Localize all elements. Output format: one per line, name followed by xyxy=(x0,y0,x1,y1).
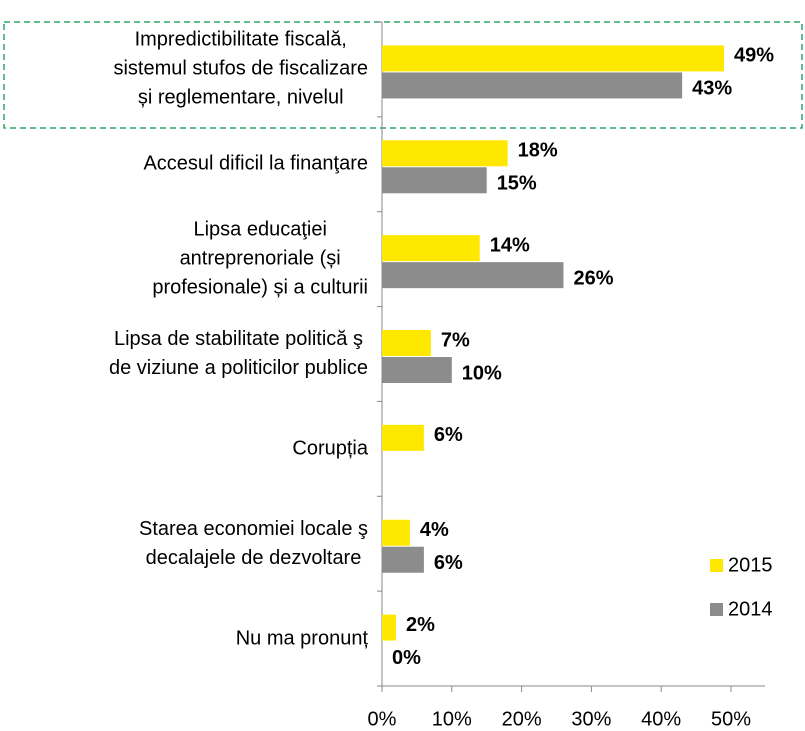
legend-swatch xyxy=(710,559,723,572)
value-label: 4% xyxy=(420,519,449,541)
value-label: 0% xyxy=(392,647,421,669)
legend-label: 2014 xyxy=(728,598,773,620)
bar xyxy=(382,140,508,167)
x-tick-label: 50% xyxy=(711,708,751,730)
category-label: Lipsa educaţiei antreprenoriale (și prof… xyxy=(152,218,368,299)
value-label: 6% xyxy=(434,424,463,446)
category-label-box: Corupția xyxy=(0,434,368,463)
bar xyxy=(382,167,487,194)
category-label: Nu ma pronunț xyxy=(235,627,368,650)
value-label: 18% xyxy=(518,140,558,162)
value-label: 49% xyxy=(734,45,774,67)
category-label: Corupția xyxy=(292,437,368,460)
category-label-box: Lipsa educaţiei antreprenoriale (și prof… xyxy=(0,216,368,303)
bar xyxy=(382,330,431,356)
category-label: Lipsa de stabilitate politică ş de viziu… xyxy=(108,328,368,379)
category-label: Starea economiei locale ş decalajele de … xyxy=(138,517,368,569)
value-label: 43% xyxy=(692,78,732,100)
category-label: Accesul dificil la finanţare xyxy=(143,152,368,175)
category-label-box: Nu ma pronunț xyxy=(0,624,368,653)
value-label: 10% xyxy=(462,362,502,384)
category-label-box: Lipsa de stabilitate politică ş de viziu… xyxy=(0,325,368,383)
legend-label: 2015 xyxy=(728,554,773,576)
bar xyxy=(382,45,725,72)
bar xyxy=(382,424,424,451)
bar xyxy=(382,72,683,99)
bar xyxy=(382,262,564,289)
bar xyxy=(382,614,396,641)
x-tick-label: 40% xyxy=(641,708,681,730)
bar xyxy=(382,357,452,383)
value-label: 2% xyxy=(406,614,435,636)
category-label: Impredictibilitate fiscală, sistemul stu… xyxy=(113,28,368,109)
highlight-box xyxy=(3,21,803,129)
bar xyxy=(382,235,480,262)
bar xyxy=(382,519,410,546)
category-label-box: Starea economiei locale ş decalajele de … xyxy=(0,515,368,573)
value-label: 6% xyxy=(434,552,463,574)
category-label-box: Accesul dificil la finanţare xyxy=(0,150,368,179)
legend-swatch xyxy=(710,603,723,616)
x-tick-label: 0% xyxy=(368,708,397,730)
value-label: 15% xyxy=(497,173,537,195)
x-tick-label: 30% xyxy=(571,708,611,730)
x-tick-label: 10% xyxy=(432,708,472,730)
value-label: 7% xyxy=(441,329,470,351)
value-label: 14% xyxy=(490,234,530,256)
bar xyxy=(382,546,424,573)
value-label: 26% xyxy=(573,267,613,289)
x-tick-label: 20% xyxy=(502,708,542,730)
category-label-box: Impredictibilitate fiscală, sistemul stu… xyxy=(0,26,368,113)
